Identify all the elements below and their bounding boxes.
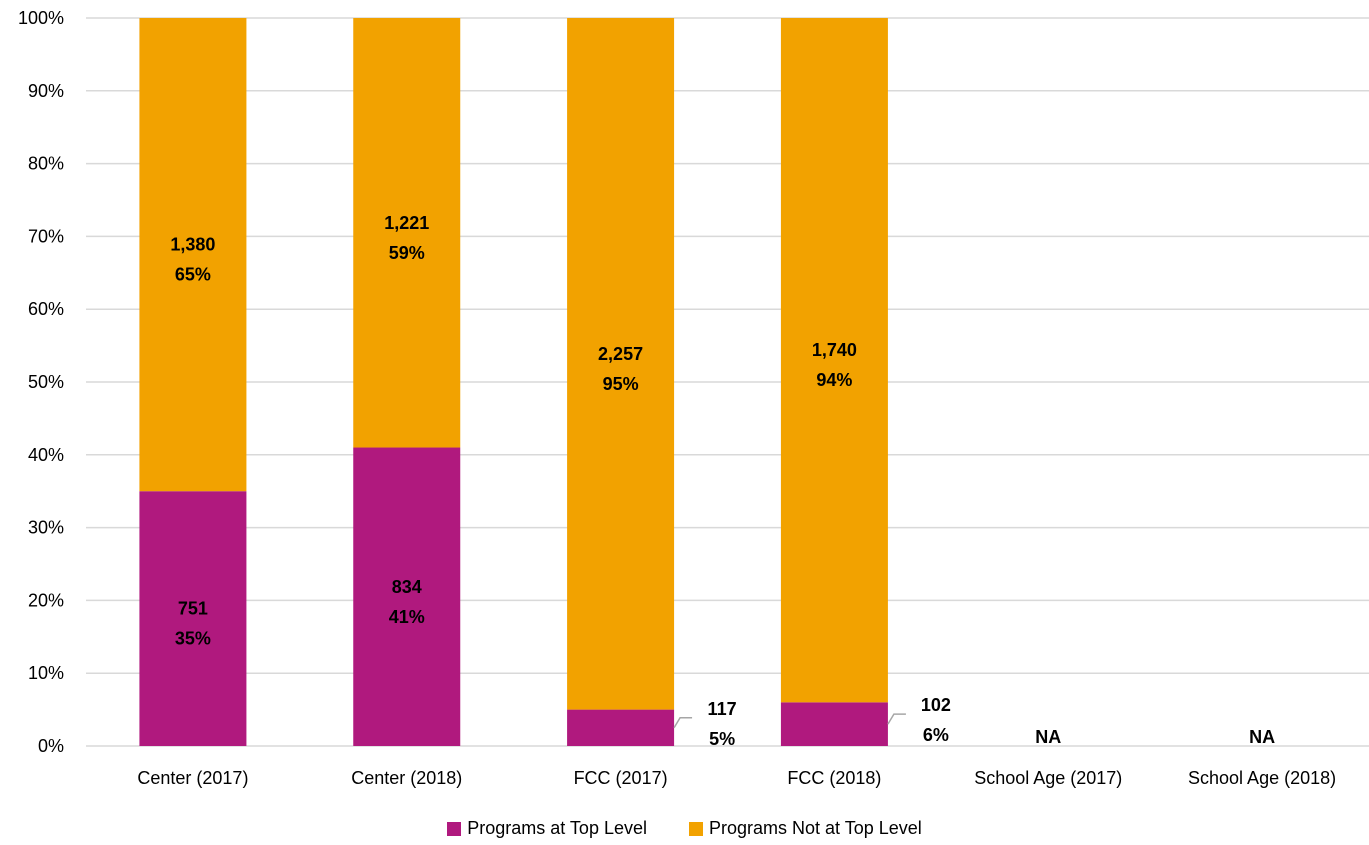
bar-segment-not-top-level — [353, 18, 461, 448]
y-tick-label: 30% — [28, 518, 64, 538]
na-label: NA — [1249, 727, 1275, 747]
y-tick-label: 20% — [28, 590, 64, 610]
data-label-count: 1,740 — [812, 340, 857, 360]
bar-segment-not-top-level — [780, 18, 888, 703]
x-tick-label: Center (2017) — [137, 768, 248, 788]
bar-segment-not-top-level — [567, 18, 675, 710]
legend-item-not-top-level: Programs Not at Top Level — [688, 818, 922, 839]
legend-label-not-top-level: Programs Not at Top Level — [708, 818, 922, 838]
na-label: NA — [1035, 727, 1061, 747]
stacked-bar-chart: 0% 10% 20% 30% 40% 50% 60% 70% 80% 90% 100% 751 35% 1… — [18, 8, 1369, 788]
data-label-percent: 6% — [923, 725, 949, 745]
data-label-count: 751 — [178, 599, 208, 619]
data-label-percent: 59% — [389, 243, 425, 263]
data-label-count: 102 — [921, 695, 951, 715]
data-label-count: 117 — [708, 699, 737, 719]
legend-swatch-not-top-level — [688, 821, 703, 836]
legend: Programs at Top Level Programs Not at To… — [0, 818, 1369, 839]
legend-item-top-level: Programs at Top Level — [447, 818, 647, 839]
data-label-percent: 94% — [816, 370, 852, 390]
y-tick-label: 50% — [28, 372, 64, 392]
x-tick-label: School Age (2018) — [1188, 768, 1336, 788]
data-label-count: 834 — [392, 577, 422, 597]
x-tick-label: FCC (2018) — [787, 768, 881, 788]
data-label-percent: 95% — [603, 374, 639, 394]
x-tick-label: School Age (2017) — [974, 768, 1122, 788]
x-tick-label: Center (2018) — [351, 768, 462, 788]
legend-label-top-level: Programs at Top Level — [467, 818, 647, 838]
data-label-percent: 5% — [709, 729, 735, 749]
data-label-count: 2,257 — [598, 344, 643, 364]
bar-segment-top-level — [353, 447, 461, 746]
y-tick-label: 90% — [28, 81, 64, 101]
data-label-percent: 41% — [389, 607, 425, 627]
y-tick-label: 0% — [38, 736, 64, 756]
bar-segment-top-level — [780, 702, 888, 746]
bar-segment-not-top-level — [139, 18, 247, 492]
leader-line — [887, 713, 906, 725]
x-tick-label: FCC (2017) — [574, 768, 668, 788]
bar-segment-top-level — [139, 491, 247, 746]
data-label-percent: 65% — [175, 265, 211, 285]
leader-line — [673, 717, 693, 729]
y-tick-label: 40% — [28, 445, 64, 465]
y-tick-label: 70% — [28, 226, 64, 246]
y-tick-label: 80% — [28, 154, 64, 174]
data-label-percent: 35% — [175, 629, 211, 649]
legend-swatch-top-level — [447, 821, 462, 836]
y-tick-label: 10% — [28, 663, 64, 683]
y-tick-label: 60% — [28, 299, 64, 319]
data-label-count: 1,380 — [170, 235, 215, 255]
y-tick-label: 100% — [18, 8, 64, 28]
data-label-count: 1,221 — [384, 213, 429, 233]
bar-segment-top-level — [567, 709, 675, 746]
